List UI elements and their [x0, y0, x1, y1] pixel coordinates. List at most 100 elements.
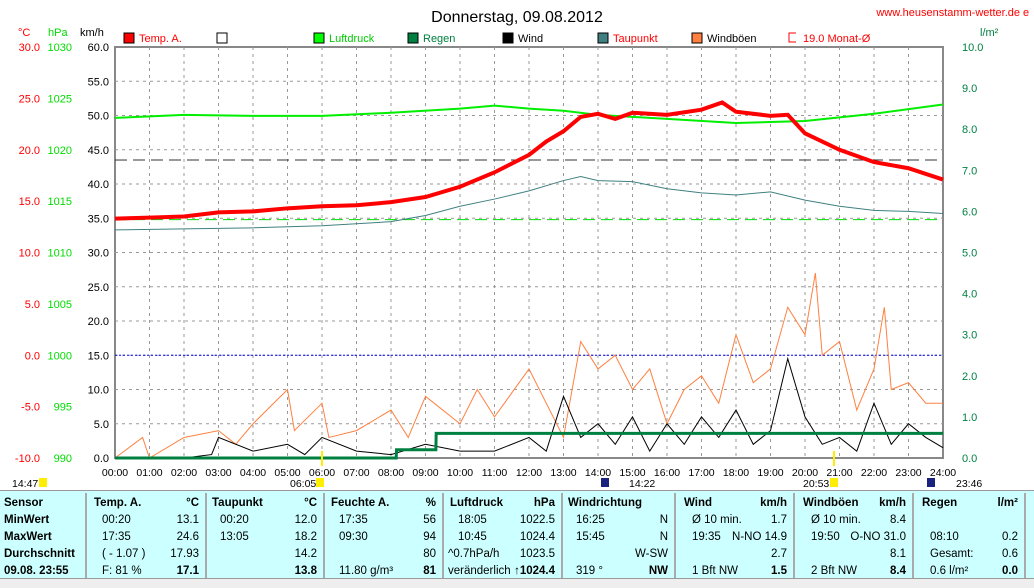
cell-value: 18.2: [294, 531, 317, 543]
wind-tick-label: 45.0: [88, 145, 109, 157]
wind-tick-label: 15.0: [88, 350, 109, 362]
x-tick-label: 18:00: [723, 467, 749, 479]
cell-value: W-SW: [634, 548, 668, 560]
cell-value: 94: [423, 531, 436, 543]
temp-tick-label: 15.0: [19, 196, 40, 208]
astro-time: 23:46: [956, 478, 982, 490]
cell-time: veränderlich: [448, 565, 511, 577]
col-dew: Taupunkt °C 00:20 12.0 13:05 18.2 14.2 13.8: [208, 493, 325, 581]
x-tick-label: 14:00: [585, 467, 611, 479]
legend-swatch: [597, 32, 609, 44]
x-tick-label: 04:00: [240, 467, 266, 479]
col-wind: Wind km/h Ø 10 min. 1.7 19:35 N-NO 14.9 2.7 1 B…: [680, 493, 795, 581]
x-tick-label: 19:00: [757, 467, 783, 479]
wind-axis-unit: km/h: [80, 27, 104, 39]
temp-tick-label: 30.0: [19, 42, 40, 54]
cell-time: Ø 10 min.: [811, 514, 861, 526]
col-hum: Feuchte A.% 17:35 56 09:30 94 80 11.80 g/m³ 81: [327, 493, 444, 581]
cell-time: 17:35: [102, 531, 131, 543]
header-temp: Temp. A.: [94, 497, 142, 509]
cell-value: 1.5: [771, 565, 787, 577]
col-sensor: Sensor MinWert MaxWert Durchschnitt 09.0…: [4, 493, 87, 581]
temperature-line: [114, 100, 944, 221]
header-unit: km/h: [760, 497, 787, 509]
cell-time: 19:50: [811, 531, 840, 543]
cell-value: 1023.5: [519, 548, 555, 560]
temp-axis-unit: °C: [18, 27, 30, 39]
cell-time: Ø 10 min.: [692, 514, 742, 526]
legend-label: Regen: [423, 33, 455, 45]
row-label: 09.08. 23:55: [4, 565, 69, 577]
pressure-tick-label: 990: [54, 453, 72, 465]
row-label: MaxWert: [4, 531, 52, 543]
rain-axis-unit: l/m²: [980, 27, 999, 39]
cell-value: 0.0: [1002, 565, 1018, 577]
temp-tick-label: 5.0: [25, 299, 40, 311]
rain-line: [115, 431, 943, 460]
rain-tick-label: 2.0: [962, 371, 977, 383]
rain-tick-label: 0.0: [962, 453, 977, 465]
x-tick-label: 16:00: [654, 467, 680, 479]
pressure-tick-label: 1010: [48, 248, 72, 260]
dewpoint-line: [114, 175, 944, 231]
wind-tick-label: 30.0: [88, 248, 109, 260]
cell-value: 8.1: [890, 548, 906, 560]
col-press: Luftdruck hPa 18:05 1022.5 10:45 1024.4 ^0.7hP…: [446, 493, 563, 581]
cell-time: 2 Bft NW: [811, 565, 858, 577]
wind-tick-label: 60.0: [88, 42, 109, 54]
wind-tick-label: 40.0: [88, 179, 109, 191]
header-unit: °C: [186, 497, 199, 509]
cell-value: 17.1: [176, 565, 199, 577]
astro-time: 06:05: [290, 478, 316, 490]
legend-label: Taupunkt: [613, 33, 658, 45]
header-gust: Windböen: [803, 497, 859, 509]
weather-chart: 30.0 25.0 20.0 15.0 10.0 5.0 0.0 -5.0 -10.0 1030 1…: [12, 7, 1029, 490]
legend-label: 19.0 Monat-Ø: [803, 33, 871, 45]
cell-value: O-NO 31.0: [850, 531, 906, 543]
gust-line: [114, 272, 943, 459]
header-dir: Windrichtung: [568, 497, 642, 509]
wind-tick-label: 25.0: [88, 282, 109, 294]
cell-time: 1 Bft NW: [692, 565, 739, 577]
rain-tick-label: 7.0: [962, 165, 977, 177]
moon-phase-icon: [927, 478, 935, 487]
rain-tick-label: 4.0: [962, 289, 977, 301]
rain-tick-label: 1.0: [962, 412, 977, 424]
rain-tick-label: 9.0: [962, 83, 977, 95]
rain-tick-label: 6.0: [962, 206, 977, 218]
cell-time: 09:30: [339, 531, 368, 543]
cell-value: 14.2: [294, 548, 317, 560]
header-sensor: Sensor: [4, 497, 43, 509]
wind-tick-label: 35.0: [88, 213, 109, 225]
col-gust: Windböen km/h Ø 10 min. 8.4 19:50 O-NO 31.0 8.…: [799, 493, 914, 581]
x-tick-label: 21:00: [826, 467, 852, 479]
cell-value: 24.6: [176, 531, 199, 543]
website-label: www.heusenstamm-wetter.de: [875, 7, 1020, 19]
cell-value: 81: [423, 565, 436, 577]
cell-value: ↑1024.4: [514, 565, 555, 577]
header-wind: Wind: [684, 497, 712, 509]
pressure-tick-label: 1020: [48, 145, 72, 157]
pressure-tick-label: 1030: [48, 42, 72, 54]
cell-time: 18:05: [458, 514, 487, 526]
cell-value: 2.7: [771, 548, 787, 560]
x-tick-label: 09:00: [412, 467, 438, 479]
header-hum: Feuchte A.: [331, 497, 390, 509]
cell-time: F: 81 %: [102, 565, 142, 577]
rain-tick-label: 10.0: [962, 42, 983, 54]
wind-tick-label: 20.0: [88, 316, 109, 328]
header-unit: l/m²: [997, 497, 1018, 509]
cell-time: 11.80 g/m³: [339, 565, 394, 577]
cell-value: N-NO 14.9: [732, 531, 787, 543]
x-tick-label: 13:00: [550, 467, 576, 479]
legend-swatch: [216, 32, 228, 44]
rain-tick-label: 5.0: [962, 248, 977, 260]
x-tick-label: 11:00: [482, 467, 508, 479]
cell-value: 56: [423, 514, 436, 526]
legend-label: Luftdruck: [329, 33, 375, 45]
x-tick-label: 24:00: [930, 467, 956, 479]
legend-label: Windböen: [707, 33, 757, 45]
cell-time: 17:35: [339, 514, 368, 526]
x-tick-label: 06:00: [309, 467, 335, 479]
legend-label: Wind: [518, 33, 543, 45]
